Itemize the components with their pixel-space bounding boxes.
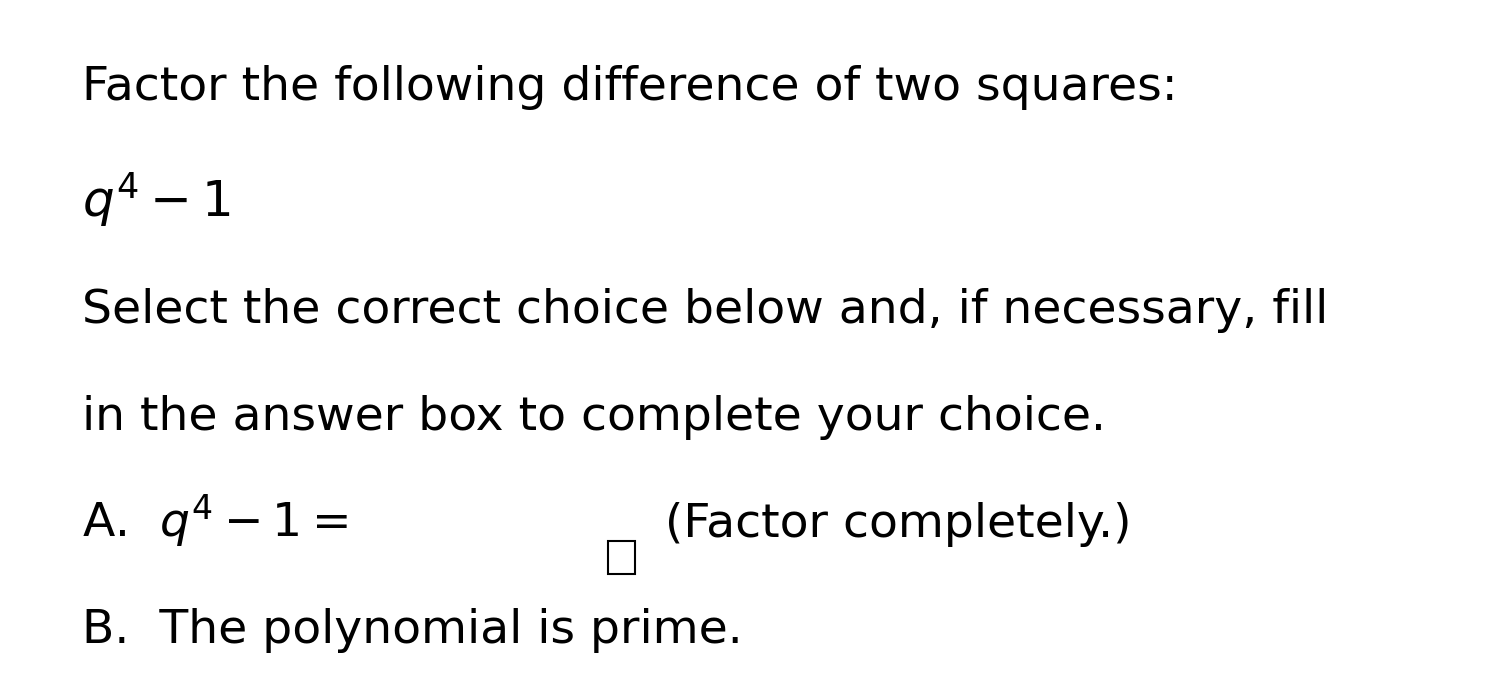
Text: Select the correct choice below and, if necessary, fill: Select the correct choice below and, if … [82, 288, 1329, 334]
Text: $q^{4} - 1$: $q^{4} - 1$ [82, 170, 231, 230]
Text: Factor the following difference of two squares:: Factor the following difference of two s… [82, 65, 1178, 110]
Text: B.  The polynomial is prime.: B. The polynomial is prime. [82, 608, 744, 654]
Bar [608, 541, 634, 574]
Text: A.  $q^{4} - 1 = $: A. $q^{4} - 1 = $ [82, 492, 348, 550]
Text: (Factor completely.): (Factor completely.) [650, 502, 1131, 547]
Text: in the answer box to complete your choice.: in the answer box to complete your choic… [82, 395, 1107, 440]
